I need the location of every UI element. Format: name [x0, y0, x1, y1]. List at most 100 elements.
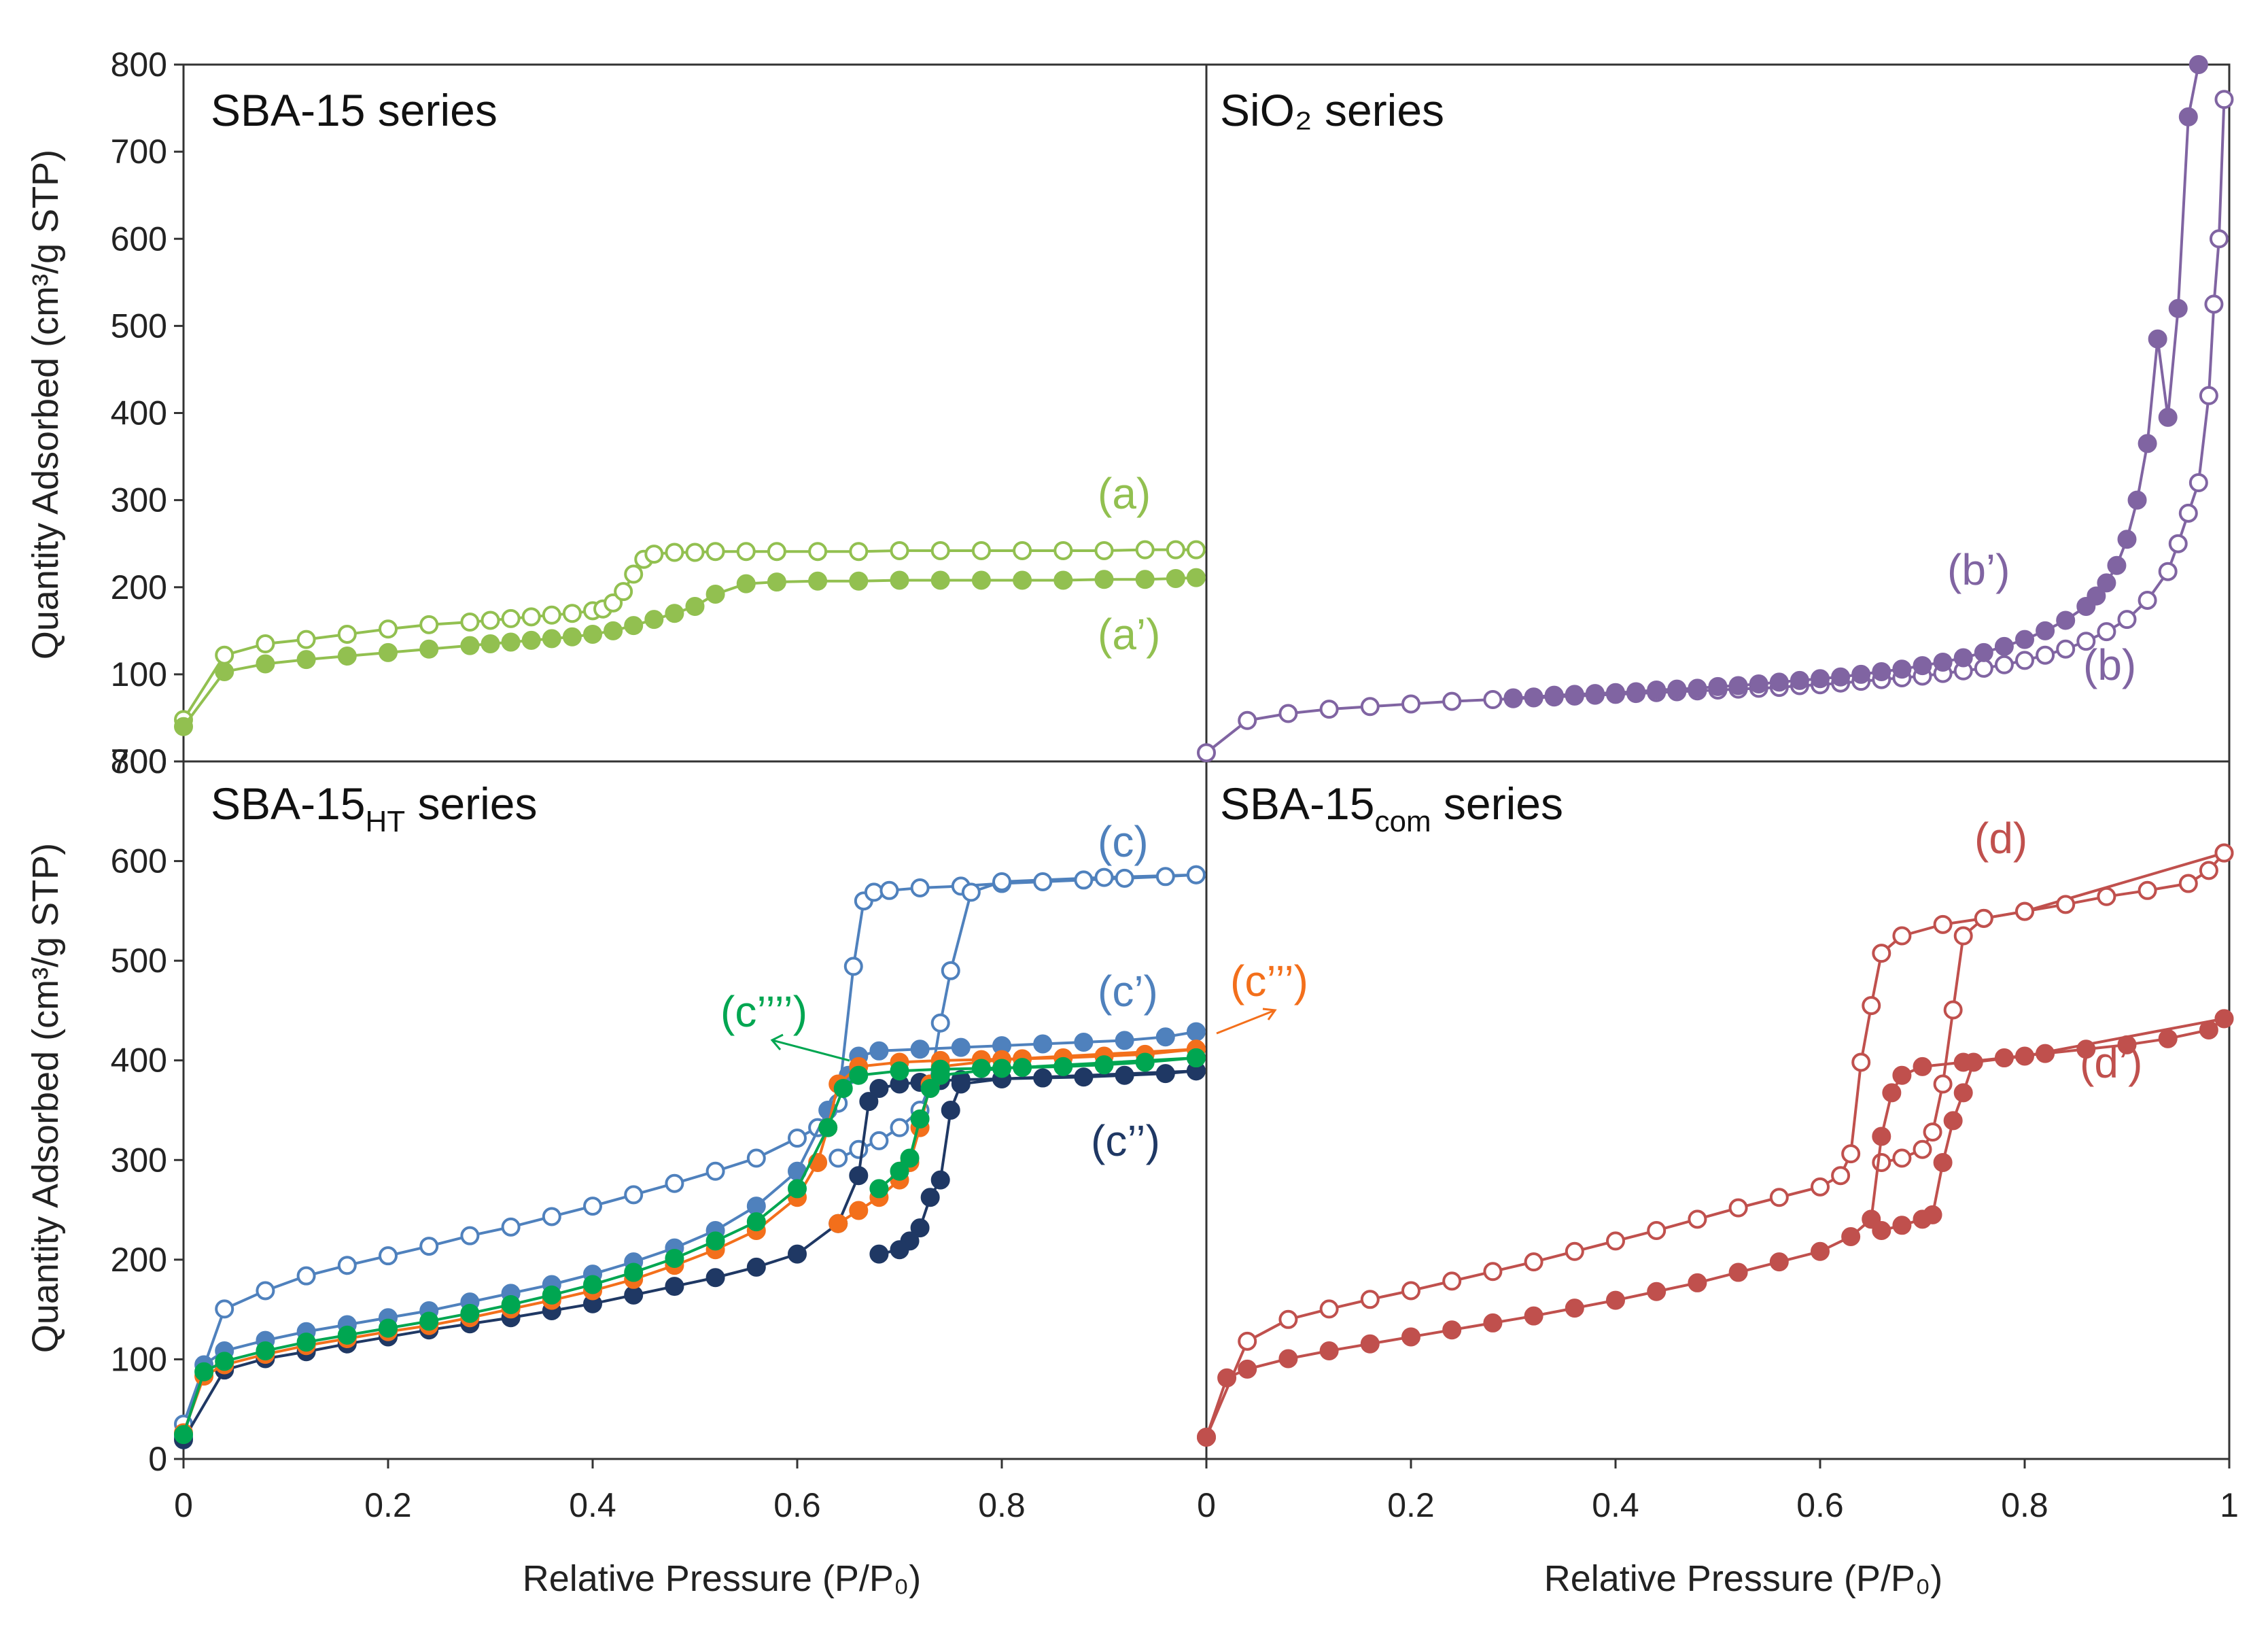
data-point [379, 1318, 398, 1338]
data-point [1094, 867, 1114, 887]
data-point [337, 1256, 357, 1275]
data-point [746, 1148, 766, 1168]
data-point [1872, 1220, 1891, 1240]
data-point [879, 880, 899, 900]
data-point [1238, 710, 1257, 730]
data-point [1841, 1226, 1861, 1246]
data-point [2056, 611, 2076, 630]
x-tick-label: 0.4 [1592, 1486, 1639, 1524]
data-point [1278, 704, 1298, 723]
data-point [1074, 1067, 1094, 1087]
data-point [910, 878, 930, 897]
data-point [818, 1118, 838, 1137]
data-point [890, 1240, 909, 1260]
label-c-prime: (c’) [1098, 967, 1158, 1016]
data-point [1442, 1320, 1462, 1340]
data-point [1953, 648, 1973, 668]
data-point [665, 543, 684, 562]
data-point [1933, 1074, 1953, 1094]
data-point [460, 613, 480, 632]
data-point [1401, 1281, 1420, 1301]
data-point [174, 1425, 193, 1445]
series-0-1 [174, 568, 1206, 736]
data-point [256, 1281, 275, 1301]
data-point [1094, 1055, 1114, 1075]
y-tick-label: 100 [111, 655, 167, 693]
data-point [1565, 1241, 1584, 1261]
data-point [849, 1201, 869, 1220]
y-tick-label: 0 [148, 1440, 167, 1478]
data-point [604, 621, 623, 640]
data-point [930, 1013, 950, 1033]
data-point [1647, 1220, 1667, 1240]
x-tick-label: 0 [1197, 1486, 1216, 1524]
data-point [1033, 1034, 1053, 1054]
data-point [337, 1325, 357, 1345]
data-point [1319, 700, 1339, 719]
x-tick-label: 0.2 [364, 1486, 412, 1524]
data-point [1892, 659, 1912, 679]
data-point [746, 1212, 766, 1232]
data-point [296, 1266, 316, 1286]
data-point [1841, 1144, 1861, 1164]
arrow-c-3prime-head [1262, 1008, 1277, 1020]
data-point [869, 1078, 889, 1098]
data-point [2015, 630, 2034, 649]
data-point [1053, 1056, 1073, 1076]
data-point [2168, 534, 2188, 553]
data-point [2214, 843, 2234, 863]
data-point [920, 1078, 940, 1098]
data-point [910, 1109, 930, 1129]
data-point [1524, 1252, 1543, 1272]
series-desorption-line [837, 1048, 1197, 1225]
data-point [746, 1257, 766, 1277]
data-point [828, 1148, 848, 1168]
data-point [1872, 662, 1891, 682]
data-point [2178, 107, 2198, 126]
data-point [941, 961, 960, 980]
data-point [869, 1179, 889, 1199]
data-point [379, 642, 398, 662]
data-point [705, 585, 725, 604]
data-point [849, 542, 869, 562]
data-point [1933, 1152, 1953, 1172]
panel-frame-3 [1205, 760, 2231, 1460]
data-point [2087, 586, 2106, 606]
data-point [1186, 540, 1206, 560]
data-point [1811, 1177, 1830, 1197]
data-point [2117, 610, 2137, 630]
data-point [1565, 1299, 1584, 1318]
data-point [1913, 1139, 1932, 1159]
panel-title-sba15ht-rest: series [405, 778, 537, 829]
data-point [1135, 570, 1155, 589]
data-point [1913, 1056, 1932, 1076]
data-point [296, 630, 316, 649]
data-point [910, 1218, 930, 1238]
data-point [542, 629, 561, 649]
data-point [788, 1244, 807, 1264]
data-point [624, 1185, 644, 1205]
data-point [1606, 683, 1625, 702]
panel-title-sba15com-sub: com [1374, 805, 1431, 838]
data-point [1197, 1427, 1216, 1447]
panel-title-sba15ht-main: SBA-15 [211, 778, 365, 829]
data-point [951, 1074, 971, 1094]
data-point [1278, 1349, 1298, 1369]
data-point [869, 1244, 889, 1264]
data-point [419, 1237, 439, 1256]
data-point [1013, 540, 1032, 560]
data-point [890, 1118, 909, 1137]
data-point [1790, 670, 1809, 690]
label-d-prime: (d’) [2080, 1038, 2142, 1087]
data-point [1483, 1262, 1503, 1282]
data-point [1943, 1111, 1963, 1131]
data-point [1974, 908, 1993, 928]
data-point [1074, 1032, 1094, 1052]
data-point [2178, 874, 2198, 893]
data-point [2188, 473, 2208, 492]
data-point [992, 872, 1011, 891]
arrow-c-4prime [771, 1039, 850, 1062]
data-point [1155, 1064, 1175, 1084]
data-point [890, 570, 909, 590]
